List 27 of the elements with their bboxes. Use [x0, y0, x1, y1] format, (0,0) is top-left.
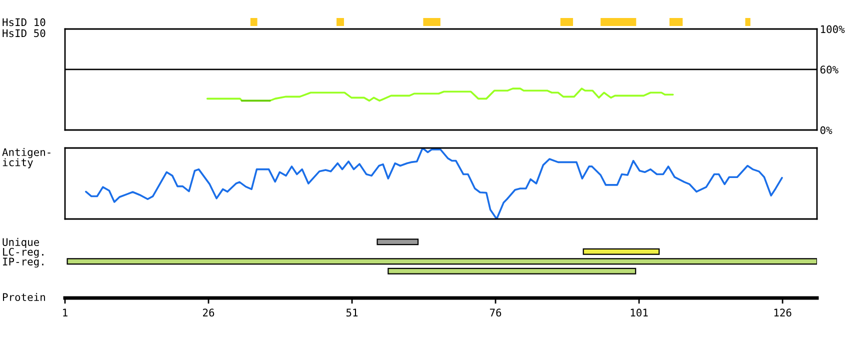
y-tick-label: 100% — [821, 25, 845, 34]
y-axis-title: HsID 50 — [2, 29, 46, 38]
y-tick-label: 60% — [820, 66, 838, 74]
x-axis-title: Protein — [3, 292, 45, 302]
x-tick-label: 126 — [774, 308, 792, 317]
bar — [376, 238, 419, 246]
x-tick-label: 26 — [203, 308, 214, 317]
bar — [388, 268, 636, 274]
bar — [66, 258, 817, 265]
y-axis-title: Antigen- icity — [2, 148, 50, 168]
bar — [250, 18, 258, 26]
bar — [669, 18, 683, 26]
bar — [600, 18, 636, 26]
x-tick-label: 76 — [490, 308, 502, 317]
y-tick-label: LC-reg. — [3, 248, 44, 258]
y-tick-label: 0% — [820, 126, 832, 134]
bar — [423, 18, 440, 26]
x-tick-label: 51 — [346, 308, 358, 317]
bar — [336, 18, 344, 26]
x-tick-label: 101 — [630, 308, 648, 317]
bar — [560, 18, 574, 26]
x-tick-label: 1 — [63, 308, 68, 316]
bar — [745, 18, 750, 26]
bar — [582, 248, 660, 255]
y-tick-label: Unique — [2, 238, 40, 248]
y-tick-label: IP-reg. — [3, 258, 44, 268]
y-tick-label: HsID 10 — [2, 18, 46, 26]
